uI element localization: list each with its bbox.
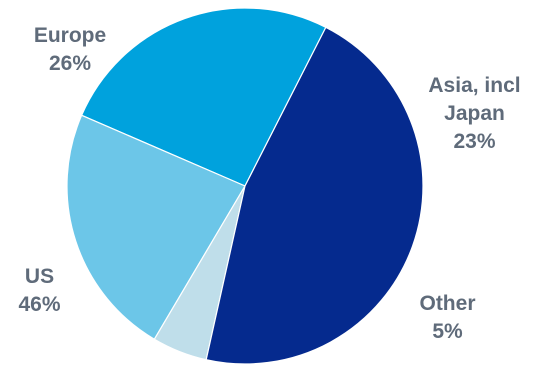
label-us: US 46%: [2, 263, 77, 319]
label-europe-name: Europe: [33, 24, 107, 47]
pie-slice-asia: [66, 114, 246, 341]
label-us-name: US: [24, 265, 55, 288]
label-europe: Europe 26%: [20, 22, 120, 78]
label-asia-name-line2: Japan: [444, 102, 505, 125]
label-other: Other 5%: [405, 290, 490, 346]
label-europe-value: 26%: [48, 52, 92, 75]
label-asia-name-line1: Asia, incl: [428, 74, 521, 97]
label-us-value: 46%: [18, 293, 61, 316]
label-other-name: Other: [419, 292, 476, 315]
label-asia: Asia, incl Japan 23%: [412, 72, 537, 156]
label-asia-value: 23%: [453, 130, 496, 153]
label-other-value: 5%: [432, 320, 463, 343]
pie-slice-us: [205, 26, 424, 365]
